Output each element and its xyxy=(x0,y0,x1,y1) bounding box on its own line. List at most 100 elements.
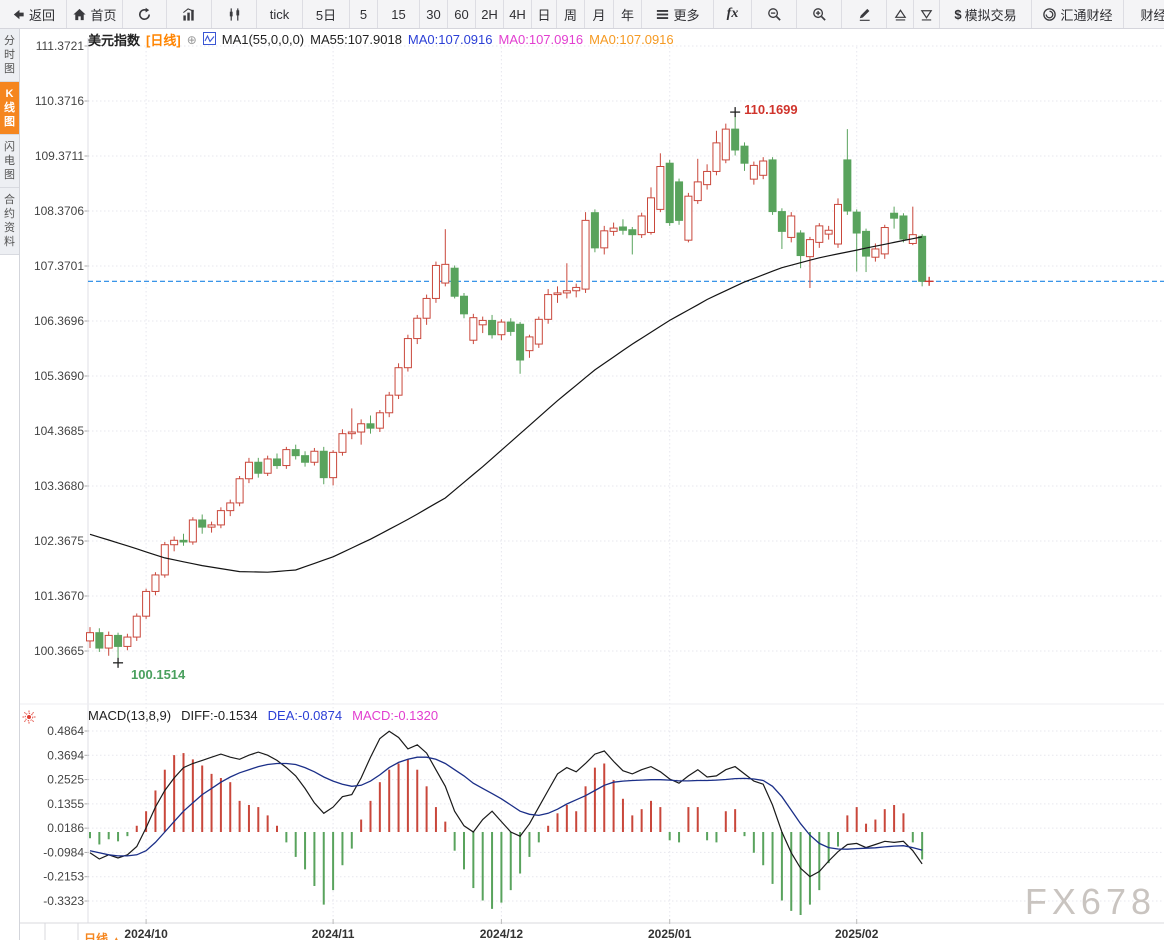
toolbar-period-year-label: 年 xyxy=(620,7,634,23)
date-axis-label: 2024/12 xyxy=(480,927,524,940)
toolbar-period-month-button[interactable]: 月 xyxy=(585,0,614,28)
macd-axis-label: -0.0984 xyxy=(43,845,84,859)
macd-dea-line xyxy=(89,756,923,857)
toolbar-period-5d-button[interactable]: 5日 xyxy=(303,0,350,28)
sidebar-tab-char: 分 xyxy=(4,35,15,47)
date-axis-label: 2025/01 xyxy=(648,927,692,940)
price-axis-label: 101.3670 xyxy=(34,589,84,603)
price-marker xyxy=(924,276,934,286)
sidebar-tab-char: 资 xyxy=(4,222,15,234)
toolbar-fx-button[interactable]: fx xyxy=(714,0,752,28)
macd-macd-value: MACD:-0.1320 xyxy=(352,708,439,723)
toolbar-period-5-label: 5 xyxy=(359,6,368,22)
add-indicator-icon[interactable]: ⊕ xyxy=(186,32,197,47)
candlestick-series xyxy=(86,112,927,663)
macd-axis-label: 0.1355 xyxy=(47,797,84,811)
house-icon xyxy=(72,7,87,22)
sidebar-tab-char: K xyxy=(5,88,14,100)
toolbar-huitong-button[interactable]: 汇通财经 xyxy=(1032,0,1124,28)
toolbar-draw-button[interactable] xyxy=(842,0,887,28)
toolbar-period-week-button[interactable]: 周 xyxy=(557,0,585,28)
price-axis-label: 109.3711 xyxy=(35,149,84,163)
toolbar-period-5d-label: 5日 xyxy=(315,7,337,23)
huitong-logo-icon xyxy=(1042,7,1057,22)
price-axis-label: 104.3685 xyxy=(34,424,84,438)
back-arrow-icon xyxy=(11,7,26,22)
toolbar-home-label: 首页 xyxy=(90,7,117,23)
price-axis-label: 103.3680 xyxy=(34,479,84,493)
toolbar-period-4h-button[interactable]: 4H xyxy=(504,0,532,28)
toolbar-period-30-label: 30 xyxy=(426,6,441,22)
sidebar-tab-contract-info[interactable]: 合约资料 xyxy=(0,188,19,255)
price-axis-label: 108.3706 xyxy=(34,204,84,218)
toolbar-refresh-button[interactable] xyxy=(123,0,167,28)
toolbar-sim-trade-button[interactable]: $ 模拟交易 xyxy=(940,0,1032,28)
toolbar-period-60-button[interactable]: 60 xyxy=(448,0,476,28)
toolbar-period-year-button[interactable]: 年 xyxy=(614,0,642,28)
toolbar-period-day-button[interactable]: 日 xyxy=(532,0,557,28)
macd-setting-label: MACD(13,8,9) xyxy=(88,708,172,723)
price-axis-label: 100.3665 xyxy=(34,644,84,658)
tab-daily-label: 日线 xyxy=(84,932,109,940)
toolbar-tri-up-button[interactable] xyxy=(887,0,914,28)
date-axis-label: 2024/10 xyxy=(124,927,168,940)
zoom-out-icon xyxy=(767,7,782,22)
macd-axis-label: 0.4864 xyxy=(47,724,84,738)
toolbar-tri-down-button[interactable] xyxy=(914,0,940,28)
toolbar-period-month-label: 月 xyxy=(592,7,606,23)
indicator-settings-icon[interactable] xyxy=(22,710,36,729)
macd-axis-label: 0.0186 xyxy=(47,821,84,835)
macd-diff-line xyxy=(89,730,923,878)
price-axis-label: 102.3675 xyxy=(34,534,84,548)
price-axis-label: 107.3701 xyxy=(34,259,84,273)
toolbar-period-2h-button[interactable]: 2H xyxy=(476,0,504,28)
ma0-value-orange: MA0:107.0916 xyxy=(589,32,674,47)
toolbar-home-button[interactable]: 首页 xyxy=(67,0,123,28)
price-chart-canvas[interactable]: 111.3721 110.3716 109.3711 108.3706 107.3701… xyxy=(20,29,1164,940)
sidebar-tab-time-share[interactable]: 分时图 xyxy=(0,29,19,82)
price-axis-label: 105.3690 xyxy=(34,369,84,383)
toolbar-more-label: 更多 xyxy=(673,7,700,23)
toolbar-period-week-label: 周 xyxy=(563,7,577,23)
sidebar-tab-char: 线 xyxy=(4,102,15,114)
tab-daily[interactable]: 日线 ▲ xyxy=(84,930,121,940)
price-axis-label: 111.3721 xyxy=(36,39,85,53)
ma55-value: MA55:107.9018 xyxy=(310,32,402,47)
toolbar-chart-type-candle-button[interactable] xyxy=(212,0,257,28)
toolbar-period-30-button[interactable]: 30 xyxy=(420,0,448,28)
sidebar-tab-lightning[interactable]: 闪电图 xyxy=(0,135,19,188)
toolbar-huitong-label: 汇通财经 xyxy=(1060,7,1113,23)
ma-indicator-icon[interactable] xyxy=(202,31,216,48)
price-axis-label: 110.3716 xyxy=(35,94,84,108)
toolbar-tick-button[interactable]: tick xyxy=(257,0,303,28)
sidebar-tab-char: 闪 xyxy=(4,141,15,153)
toolbar-zoom-in-button[interactable] xyxy=(797,0,842,28)
toolbar-back-button[interactable]: 返回 xyxy=(0,0,67,28)
toolbar-back-label: 返回 xyxy=(28,7,55,23)
sidebar-tab-char: 合 xyxy=(4,194,15,206)
sidebar-tab-char: 图 xyxy=(4,63,15,75)
bar-chart-icon xyxy=(181,7,197,22)
macd-axis-label: -0.2153 xyxy=(43,870,84,884)
price-marker xyxy=(113,657,124,668)
toolbar-period-5-button[interactable]: 5 xyxy=(350,0,378,28)
triangle-up-icon xyxy=(893,7,908,22)
period-tag: [日线] xyxy=(146,33,181,48)
date-axis-label: 2025/02 xyxy=(835,927,879,940)
macd-axis-label: -0.3323 xyxy=(43,894,84,908)
low-price-label: 100.1514 xyxy=(131,667,186,682)
toolbar-period-15-button[interactable]: 15 xyxy=(378,0,420,28)
toolbar-chart-type-bar-button[interactable] xyxy=(167,0,212,28)
y-axis-labels: 111.3721 110.3716 109.3711 108.3706 107.3701… xyxy=(34,39,84,908)
sidebar-tab-char: 约 xyxy=(4,208,15,220)
triangle-up-icon: ▲ xyxy=(111,935,121,940)
top-toolbar: 返回 首页 tick 5日 5 15 30 60 2H 4H 日周月年 更多 fx $ 模拟交易 汇通财经 财经 xyxy=(0,0,1164,29)
toolbar-more-button[interactable]: 更多 xyxy=(642,0,714,28)
toolbar-zoom-out-button[interactable] xyxy=(752,0,797,28)
price-axis-label: 106.3696 xyxy=(34,314,84,328)
macd-axis-label: 0.2525 xyxy=(47,773,84,787)
toolbar-calendar-button[interactable]: 财经 xyxy=(1124,0,1164,28)
sidebar-tab-char: 时 xyxy=(4,49,15,61)
